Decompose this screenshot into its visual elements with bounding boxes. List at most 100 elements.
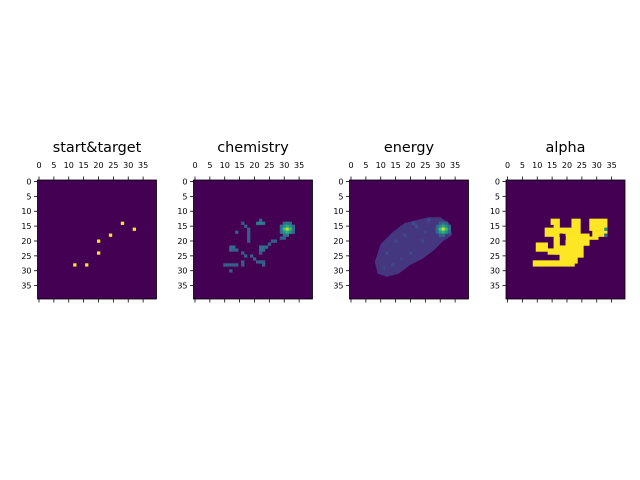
axis-ticks: 00 5 5 10 10 15 15 20 20 25 25 30 30 35 35 xyxy=(21,161,148,303)
heatmap-block xyxy=(571,218,581,234)
heatmap-cell xyxy=(291,224,295,228)
heatmap-cell xyxy=(285,227,289,231)
heatmap-block xyxy=(544,227,554,237)
heatmap-cell xyxy=(247,227,251,231)
heatmap-cell xyxy=(288,230,292,234)
heatmap-cell xyxy=(447,227,451,231)
heatmap-cell xyxy=(282,230,287,234)
y-tick-label: 20 xyxy=(333,237,343,246)
x-tick-label: 20 xyxy=(405,161,415,170)
y-tick-label: 0 xyxy=(26,177,31,186)
heatmap-cell xyxy=(258,251,263,255)
heatmap-cell xyxy=(244,224,248,228)
heatmap-cell xyxy=(444,230,448,234)
heatmap-cell xyxy=(108,233,113,237)
heatmap-cell xyxy=(394,239,398,243)
x-tick-label: 0 xyxy=(192,161,197,170)
heatmap-cell xyxy=(411,221,416,225)
x-tick-label: 0 xyxy=(348,161,353,170)
y-tick-label: 30 xyxy=(490,267,500,276)
heatmap-cell xyxy=(438,224,443,228)
y-tick-label: 15 xyxy=(333,222,343,231)
heatmap-cell xyxy=(391,263,395,267)
x-tick-label: 35 xyxy=(607,161,617,170)
heatmap-cell xyxy=(414,224,419,228)
heatmap-region xyxy=(374,217,453,277)
panel-energy: energy 00 5 5 10 10 15 15 20 20 25 25 30 30 35 35 xyxy=(333,140,469,303)
heatmap-cell xyxy=(241,221,245,225)
heatmap-cell xyxy=(562,236,566,240)
panel-start-target: start&target 00 5 5 10 10 15 15 20 20 25 25 30 30 35 3… xyxy=(21,140,157,303)
heatmap-cell xyxy=(258,218,263,222)
heatmap-cell xyxy=(261,263,266,267)
x-tick-label: 5 xyxy=(520,161,525,170)
heatmap-cell xyxy=(444,221,448,225)
y-tick-label: 0 xyxy=(338,177,343,186)
heatmap-cell xyxy=(232,263,236,267)
heatmap-cell xyxy=(426,218,431,222)
y-tick-label: 30 xyxy=(333,267,343,276)
y-tick-label: 20 xyxy=(177,237,187,246)
heatmap-cell xyxy=(232,248,236,252)
heatmap-cell xyxy=(441,230,445,234)
x-tick-label: 30 xyxy=(123,161,133,170)
heatmap-cell xyxy=(258,245,263,249)
axes-frame xyxy=(349,179,469,300)
axes-frame xyxy=(193,179,313,300)
heatmap-cell xyxy=(244,254,248,258)
x-tick-label: 20 xyxy=(562,161,572,170)
heatmap-cell xyxy=(223,263,227,267)
y-tick-label: 5 xyxy=(26,192,31,201)
heatmap-cell xyxy=(279,230,284,234)
heatmap-cell xyxy=(232,245,236,249)
heatmap-cell xyxy=(258,248,263,252)
x-tick-label: 0 xyxy=(505,161,510,170)
axes-frame xyxy=(505,179,626,300)
x-tick-label: 15 xyxy=(79,161,89,170)
y-tick-label: 15 xyxy=(177,222,187,231)
heatmap-block xyxy=(532,260,563,267)
heatmap-cell xyxy=(279,236,284,240)
heatmap-block xyxy=(553,224,560,255)
heatmap-cell xyxy=(235,230,239,234)
heatmap-cell xyxy=(255,260,260,264)
heatmap-cells xyxy=(37,180,157,299)
y-tick-label: 25 xyxy=(490,252,500,261)
y-tick-label: 5 xyxy=(495,192,500,201)
heatmap-cell xyxy=(226,263,230,267)
x-tick-label: 10 xyxy=(220,161,230,170)
panel-chemistry: chemistry 00 5 5 10 10 15 15 20 20 25 25 30 30 35 35 xyxy=(177,140,313,303)
panel-title: alpha xyxy=(546,140,586,156)
y-tick-label: 35 xyxy=(490,282,500,291)
heatmap-cell xyxy=(559,233,563,237)
heatmap-block xyxy=(592,230,608,237)
y-tick-label: 0 xyxy=(495,177,500,186)
y-tick-label: 10 xyxy=(21,207,31,216)
heatmap-block xyxy=(547,248,560,255)
panel-alpha: alpha 00 5 5 10 10 15 15 20 20 25 25 30 30 35 35 xyxy=(490,140,626,303)
heatmap-cell xyxy=(258,221,263,225)
heatmap-cell xyxy=(85,263,89,267)
heatmap-cell xyxy=(438,221,443,225)
heatmap-cell xyxy=(282,233,287,237)
x-tick-label: 10 xyxy=(532,161,542,170)
heatmap-cell xyxy=(285,224,289,228)
x-tick-label: 15 xyxy=(547,161,557,170)
heatmap-cell xyxy=(279,224,284,228)
heatmap-cell xyxy=(229,248,233,252)
heatmap-cell xyxy=(120,221,125,225)
heatmap-cell xyxy=(288,221,292,225)
heatmap-block xyxy=(535,242,548,252)
heatmap-cell xyxy=(435,230,440,234)
heatmap-cell xyxy=(282,236,287,240)
x-tick-label: 0 xyxy=(36,161,41,170)
heatmap-cell xyxy=(438,230,443,234)
heatmap-cell xyxy=(264,245,269,249)
heatmap-cell xyxy=(258,260,263,264)
heatmap-cells xyxy=(506,180,625,299)
x-tick-label: 35 xyxy=(138,161,148,170)
heatmap-cell xyxy=(444,224,448,228)
heatmap-cell xyxy=(267,242,272,246)
x-tick-label: 30 xyxy=(592,161,602,170)
heatmap-cell xyxy=(270,239,275,243)
